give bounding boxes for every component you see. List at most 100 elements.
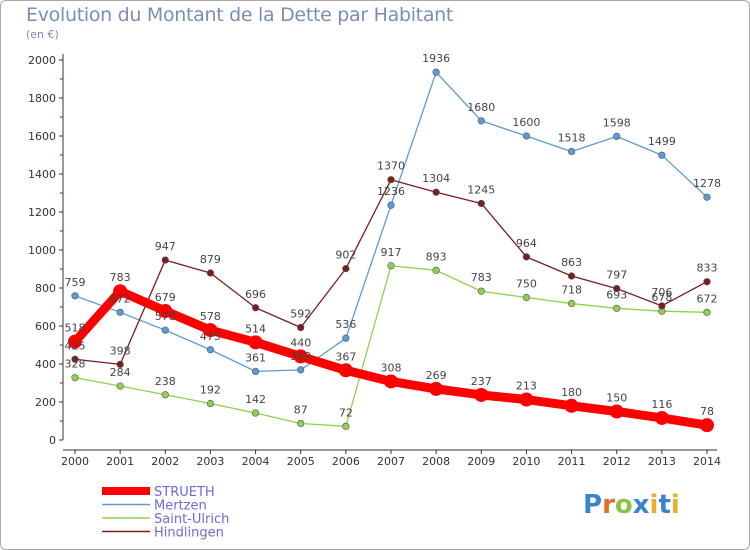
data-point-hindlingen [251,304,260,312]
data-point-mertzen [342,334,350,342]
data-label-saint-ulrich: 917 [381,246,402,259]
logo-letter: t [658,490,671,520]
data-label-strueth: 116 [651,398,672,411]
series-layer [68,68,714,433]
data-point-hindlingen [522,253,531,261]
proxiti-logo: Proxiti [583,490,680,520]
data-label-saint-ulrich: 893 [426,250,447,263]
data-label-strueth: 578 [200,310,221,323]
data-label-strueth: 150 [606,392,627,405]
data-point-mertzen [477,117,485,125]
data-label-hindlingen: 879 [200,253,221,266]
data-label-saint-ulrich: 142 [245,393,266,406]
x-tick-label: 2000 [61,455,89,468]
data-point-strueth [68,334,82,349]
data-label-strueth: 518 [65,322,86,335]
data-label-saint-ulrich: 783 [471,271,492,284]
data-label-hindlingen: 947 [155,240,176,253]
data-point-hindlingen [161,256,169,264]
data-point-saint-ulrich [206,399,215,408]
data-label-strueth: 440 [290,336,311,349]
data-point-mertzen [71,292,79,300]
chart-title: Evolution du Montant de la Dette par Hab… [26,4,454,26]
data-label-saint-ulrich: 238 [155,375,176,388]
data-label-hindlingen: 398 [110,344,131,357]
data-label-hindlingen: 696 [245,288,266,301]
y-tick-label: 2000 [28,54,56,67]
data-label-saint-ulrich: 87 [294,403,308,416]
logo-letter: P [583,490,603,520]
y-tick-label: 1600 [28,130,56,143]
data-label-saint-ulrich: 672 [697,292,718,305]
x-tick-label: 2010 [512,455,540,468]
y-tick-label: 0 [49,434,56,447]
data-label-mertzen: 536 [335,318,356,331]
logo-letter: x [632,490,650,520]
x-tick-label: 2011 [558,455,586,468]
data-point-mertzen [116,308,124,316]
x-tick-label: 2003 [196,455,224,468]
data-label-saint-ulrich: 693 [606,288,627,301]
data-label-hindlingen: 1370 [377,160,405,173]
data-label-strueth: 213 [516,380,537,393]
data-point-mertzen [251,367,260,376]
data-point-strueth [474,387,489,402]
data-point-mertzen [613,132,621,140]
data-label-mertzen: 759 [65,276,86,289]
x-tick-label: 2006 [332,455,360,468]
data-label-strueth: 78 [700,405,714,418]
data-point-hindlingen [387,176,395,184]
data-label-strueth: 237 [471,375,492,388]
data-label-hindlingen: 964 [516,237,537,250]
data-label-strueth: 514 [245,322,266,335]
data-point-mertzen [161,326,169,334]
data-point-saint-ulrich [297,419,305,428]
y-tick-label: 1800 [28,92,56,105]
data-label-hindlingen: 706 [651,286,672,299]
data-point-hindlingen [206,269,215,277]
logo-letter: i [649,490,659,520]
data-point-mertzen [658,151,666,159]
data-point-saint-ulrich [567,299,576,308]
data-label-hindlingen: 1304 [422,172,450,185]
data-label-saint-ulrich: 72 [339,406,353,419]
logo-letter: r [602,490,615,520]
data-label-saint-ulrich: 678 [651,291,672,304]
data-point-hindlingen [567,272,576,280]
data-point-mertzen [297,366,305,374]
data-point-strueth [609,404,624,419]
y-tick-label: 600 [35,320,56,333]
data-point-saint-ulrich [477,287,485,295]
data-point-hindlingen [613,284,621,293]
data-label-strueth: 783 [110,271,131,284]
data-point-hindlingen [432,188,440,196]
data-label-mertzen: 1600 [512,116,540,129]
data-point-saint-ulrich [613,304,621,312]
x-tick-label: 2013 [648,455,676,468]
data-point-strueth [203,323,218,338]
data-point-mertzen [522,132,531,140]
y-tick-label: 1400 [28,168,56,181]
data-point-strueth [384,374,398,389]
data-point-strueth [113,284,128,299]
data-label-mertzen: 369 [290,350,311,363]
data-label-hindlingen: 833 [697,262,718,275]
data-point-saint-ulrich [116,382,124,390]
data-point-strueth [158,303,173,318]
x-tick-label: 2005 [287,455,315,468]
data-point-hindlingen [116,360,124,368]
y-tick-label: 400 [35,358,56,371]
data-label-saint-ulrich: 750 [516,278,537,291]
logo-letter: o [614,490,633,520]
x-tick-label: 2004 [242,455,270,468]
data-label-hindlingen: 592 [290,308,311,321]
data-label-hindlingen: 1245 [467,183,495,196]
data-label-mertzen: 1236 [377,185,405,198]
y-tick-label: 200 [35,396,56,409]
x-tick-label: 2007 [377,455,405,468]
data-label-strueth: 679 [155,291,176,304]
data-point-strueth [700,418,714,433]
